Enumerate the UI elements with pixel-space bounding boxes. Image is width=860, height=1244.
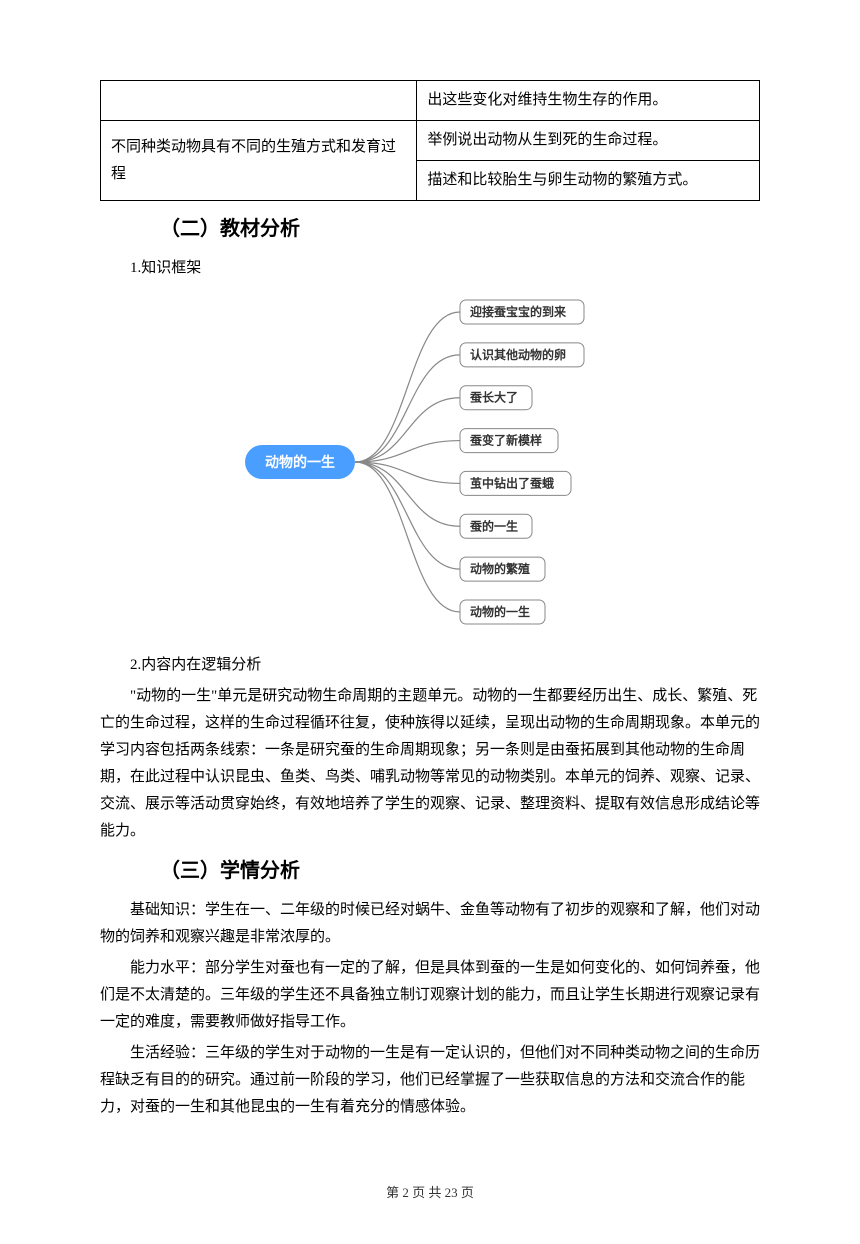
section-heading-2: （二）教材分析 [160,211,760,247]
mindmap-container: 动物的一生 迎接蚕宝宝的到来认识其他动物的卵蚕长大了蚕变了新模样茧中钻出了蚕蛾蚕的… [100,292,760,632]
table-cell: 描述和比较胎生与卵生动物的繁殖方式。 [417,161,760,201]
svg-text:动物的一生: 动物的一生 [470,604,530,619]
svg-text:认识其他动物的卵: 认识其他动物的卵 [470,347,566,362]
section3-p3: 生活经验：三年级的学生对于动物的一生是有一定认识的，但他们对不同种类动物之间的生… [100,1040,760,1121]
svg-text:迎接蚕宝宝的到来: 迎接蚕宝宝的到来 [470,304,567,319]
table-row: 出这些变化对维持生物生存的作用。 [101,81,760,121]
page-footer: 第 2 页 共 23 页 [100,1181,760,1204]
svg-text:茧中钻出了蚕蛾: 茧中钻出了蚕蛾 [470,475,554,490]
table-row: 不同种类动物具有不同的生殖方式和发育过程 举例说出动物从生到死的生命过程。 [101,121,760,161]
subheading-logic-analysis: 2.内容内在逻辑分析 [130,652,760,679]
svg-text:蚕变了新模样: 蚕变了新模样 [469,433,542,448]
svg-text:动物的繁殖: 动物的繁殖 [470,561,530,576]
svg-text:蚕长大了: 蚕长大了 [469,390,518,405]
section2-paragraph: "动物的一生"单元是研究动物生命周期的主题单元。动物的一生都要经历出生、成长、繁… [100,683,760,845]
table-cell: 出这些变化对维持生物生存的作用。 [417,81,760,121]
mindmap-svg: 动物的一生 迎接蚕宝宝的到来认识其他动物的卵蚕长大了蚕变了新模样茧中钻出了蚕蛾蚕的… [210,292,650,632]
subheading-knowledge-frame: 1.知识框架 [130,255,760,282]
svg-text:蚕的一生: 蚕的一生 [469,518,518,533]
table-cell [101,81,417,121]
table-cell: 不同种类动物具有不同的生殖方式和发育过程 [101,121,417,201]
section3-p2: 能力水平：部分学生对蚕也有一定的了解，但是具体到蚕的一生是如何变化的、如何饲养蚕… [100,955,760,1036]
standards-table: 出这些变化对维持生物生存的作用。 不同种类动物具有不同的生殖方式和发育过程 举例… [100,80,760,201]
section3-p1: 基础知识：学生在一、二年级的时候已经对蜗牛、金鱼等动物有了初步的观察和了解，他们… [100,897,760,951]
section-heading-3: （三）学情分析 [160,853,760,889]
table-cell: 举例说出动物从生到死的生命过程。 [417,121,760,161]
svg-text:动物的一生: 动物的一生 [265,454,335,470]
